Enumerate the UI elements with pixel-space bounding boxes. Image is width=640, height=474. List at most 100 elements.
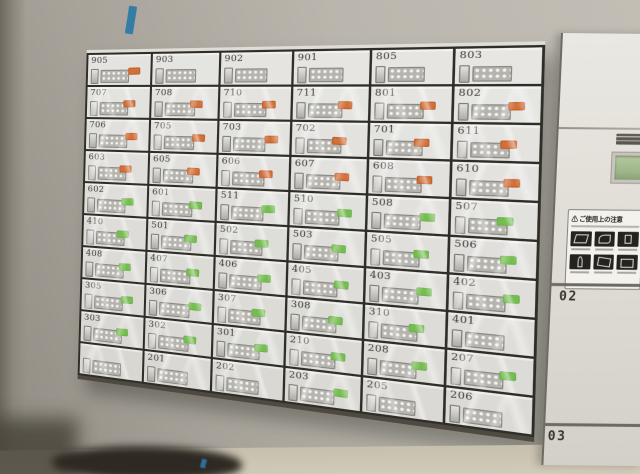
lock-latch[interactable] xyxy=(457,102,469,121)
combination-lock[interactable] xyxy=(89,100,128,116)
combination-lock[interactable] xyxy=(458,64,512,83)
combination-lock[interactable] xyxy=(454,178,509,198)
combination-lock[interactable] xyxy=(451,291,506,313)
combination-lock[interactable] xyxy=(221,135,266,153)
lock-latch[interactable] xyxy=(289,313,300,331)
mailbox-door-611[interactable]: 611 xyxy=(452,124,541,162)
lock-latch[interactable] xyxy=(369,247,380,266)
lock-latch[interactable] xyxy=(89,100,98,116)
mailbox-door-802[interactable]: 802 xyxy=(453,86,542,123)
lock-buttons[interactable] xyxy=(302,279,338,298)
lock-latch[interactable] xyxy=(366,357,377,376)
mailbox-door-402[interactable]: 402 xyxy=(448,274,536,318)
lock-buttons[interactable] xyxy=(378,359,417,379)
combination-lock[interactable] xyxy=(452,253,507,275)
lock-latch[interactable] xyxy=(370,211,381,230)
combination-lock[interactable] xyxy=(287,383,335,407)
mailbox-door-406[interactable]: 406 xyxy=(214,257,287,296)
mailbox-door-705[interactable]: 705 xyxy=(150,119,218,153)
lock-latch[interactable] xyxy=(84,261,93,277)
combination-lock[interactable] xyxy=(220,169,265,188)
mailbox-door-410[interactable]: 410 xyxy=(83,215,147,250)
lock-latch[interactable] xyxy=(368,284,379,303)
lock-latch[interactable] xyxy=(86,196,95,213)
lock-buttons[interactable] xyxy=(230,205,264,222)
lock-latch[interactable] xyxy=(291,242,302,260)
lock-buttons[interactable] xyxy=(382,213,421,231)
mailbox-door-303[interactable]: 303 xyxy=(80,311,144,349)
mailbox-door-711[interactable]: 711 xyxy=(292,86,369,121)
lock-latch[interactable] xyxy=(153,101,163,117)
combination-lock[interactable] xyxy=(371,175,422,194)
combination-lock[interactable] xyxy=(150,200,193,218)
combination-lock[interactable] xyxy=(152,134,194,151)
combination-lock[interactable] xyxy=(296,66,344,84)
mailbox-door-707[interactable]: 707 xyxy=(86,86,150,118)
lock-latch[interactable] xyxy=(372,138,383,157)
combination-lock[interactable] xyxy=(288,348,336,370)
lock-latch[interactable] xyxy=(373,102,384,120)
lock-latch[interactable] xyxy=(85,229,94,245)
lock-latch[interactable] xyxy=(451,291,463,310)
mailbox-door-701[interactable]: 701 xyxy=(369,122,451,160)
lock-latch[interactable] xyxy=(82,325,92,342)
lock-latch[interactable] xyxy=(214,374,224,392)
mailbox-door-206[interactable]: 206 xyxy=(445,387,533,435)
lock-latch[interactable] xyxy=(219,203,229,221)
lock-buttons[interactable] xyxy=(234,68,268,83)
lock-buttons[interactable] xyxy=(163,135,194,150)
lock-latch[interactable] xyxy=(452,253,465,272)
lock-latch[interactable] xyxy=(217,271,227,289)
lock-latch[interactable] xyxy=(458,64,470,83)
mailbox-door[interactable] xyxy=(79,343,143,382)
lock-latch[interactable] xyxy=(215,340,225,358)
mailbox-door-606[interactable]: 606 xyxy=(217,154,290,190)
lock-latch[interactable] xyxy=(293,172,304,190)
combination-lock[interactable] xyxy=(83,293,123,312)
lock-latch[interactable] xyxy=(90,68,99,84)
mailbox-door-306[interactable]: 306 xyxy=(145,284,213,323)
combination-lock[interactable] xyxy=(86,196,126,214)
mailbox-door-601[interactable]: 601 xyxy=(148,185,216,221)
lock-latch[interactable] xyxy=(148,299,157,316)
lock-latch[interactable] xyxy=(150,233,159,250)
combination-lock[interactable] xyxy=(449,366,503,390)
lock-latch[interactable] xyxy=(223,67,233,84)
lock-buttons[interactable] xyxy=(99,69,129,83)
combination-lock[interactable] xyxy=(217,271,262,292)
lock-buttons[interactable] xyxy=(91,359,121,377)
combination-lock[interactable] xyxy=(369,247,420,269)
mailbox-door-305[interactable]: 305 xyxy=(81,279,145,316)
mailbox-door-201[interactable]: 201 xyxy=(143,350,211,391)
mailbox-door-506[interactable]: 506 xyxy=(449,236,537,279)
lock-latch[interactable] xyxy=(296,66,307,84)
combination-lock[interactable] xyxy=(82,357,121,377)
mailbox-door-503[interactable]: 503 xyxy=(288,227,365,266)
combination-lock[interactable] xyxy=(222,101,267,119)
lock-buttons[interactable] xyxy=(308,67,344,83)
combination-lock[interactable] xyxy=(450,328,505,352)
mailbox-door-710[interactable]: 710 xyxy=(219,86,292,120)
lock-buttons[interactable] xyxy=(470,103,511,120)
lock-latch[interactable] xyxy=(287,383,298,402)
mailbox-door-903[interactable]: 903 xyxy=(152,52,220,85)
mailbox-door-702[interactable]: 702 xyxy=(291,121,368,157)
lock-buttons[interactable] xyxy=(463,369,503,390)
lock-latch[interactable] xyxy=(367,320,378,339)
mailbox-door-508[interactable]: 508 xyxy=(367,195,449,235)
lock-latch[interactable] xyxy=(222,101,232,118)
mailbox-door-307[interactable]: 307 xyxy=(213,291,286,331)
lock-latch[interactable] xyxy=(149,266,158,283)
mailbox-door-510[interactable]: 510 xyxy=(289,192,366,230)
locker-door-03[interactable]: 03 xyxy=(543,426,640,466)
combination-lock[interactable] xyxy=(374,65,425,83)
lock-buttons[interactable] xyxy=(98,134,127,148)
mailbox-door-803[interactable]: 803 xyxy=(454,47,543,85)
mailbox-door-401[interactable]: 401 xyxy=(447,312,535,357)
lock-buttons[interactable] xyxy=(465,293,506,313)
lock-latch[interactable] xyxy=(371,175,382,193)
lock-latch[interactable] xyxy=(365,393,376,412)
lock-latch[interactable] xyxy=(152,134,162,150)
mailbox-door-905[interactable]: 905 xyxy=(87,53,151,86)
lock-buttons[interactable] xyxy=(300,350,336,370)
